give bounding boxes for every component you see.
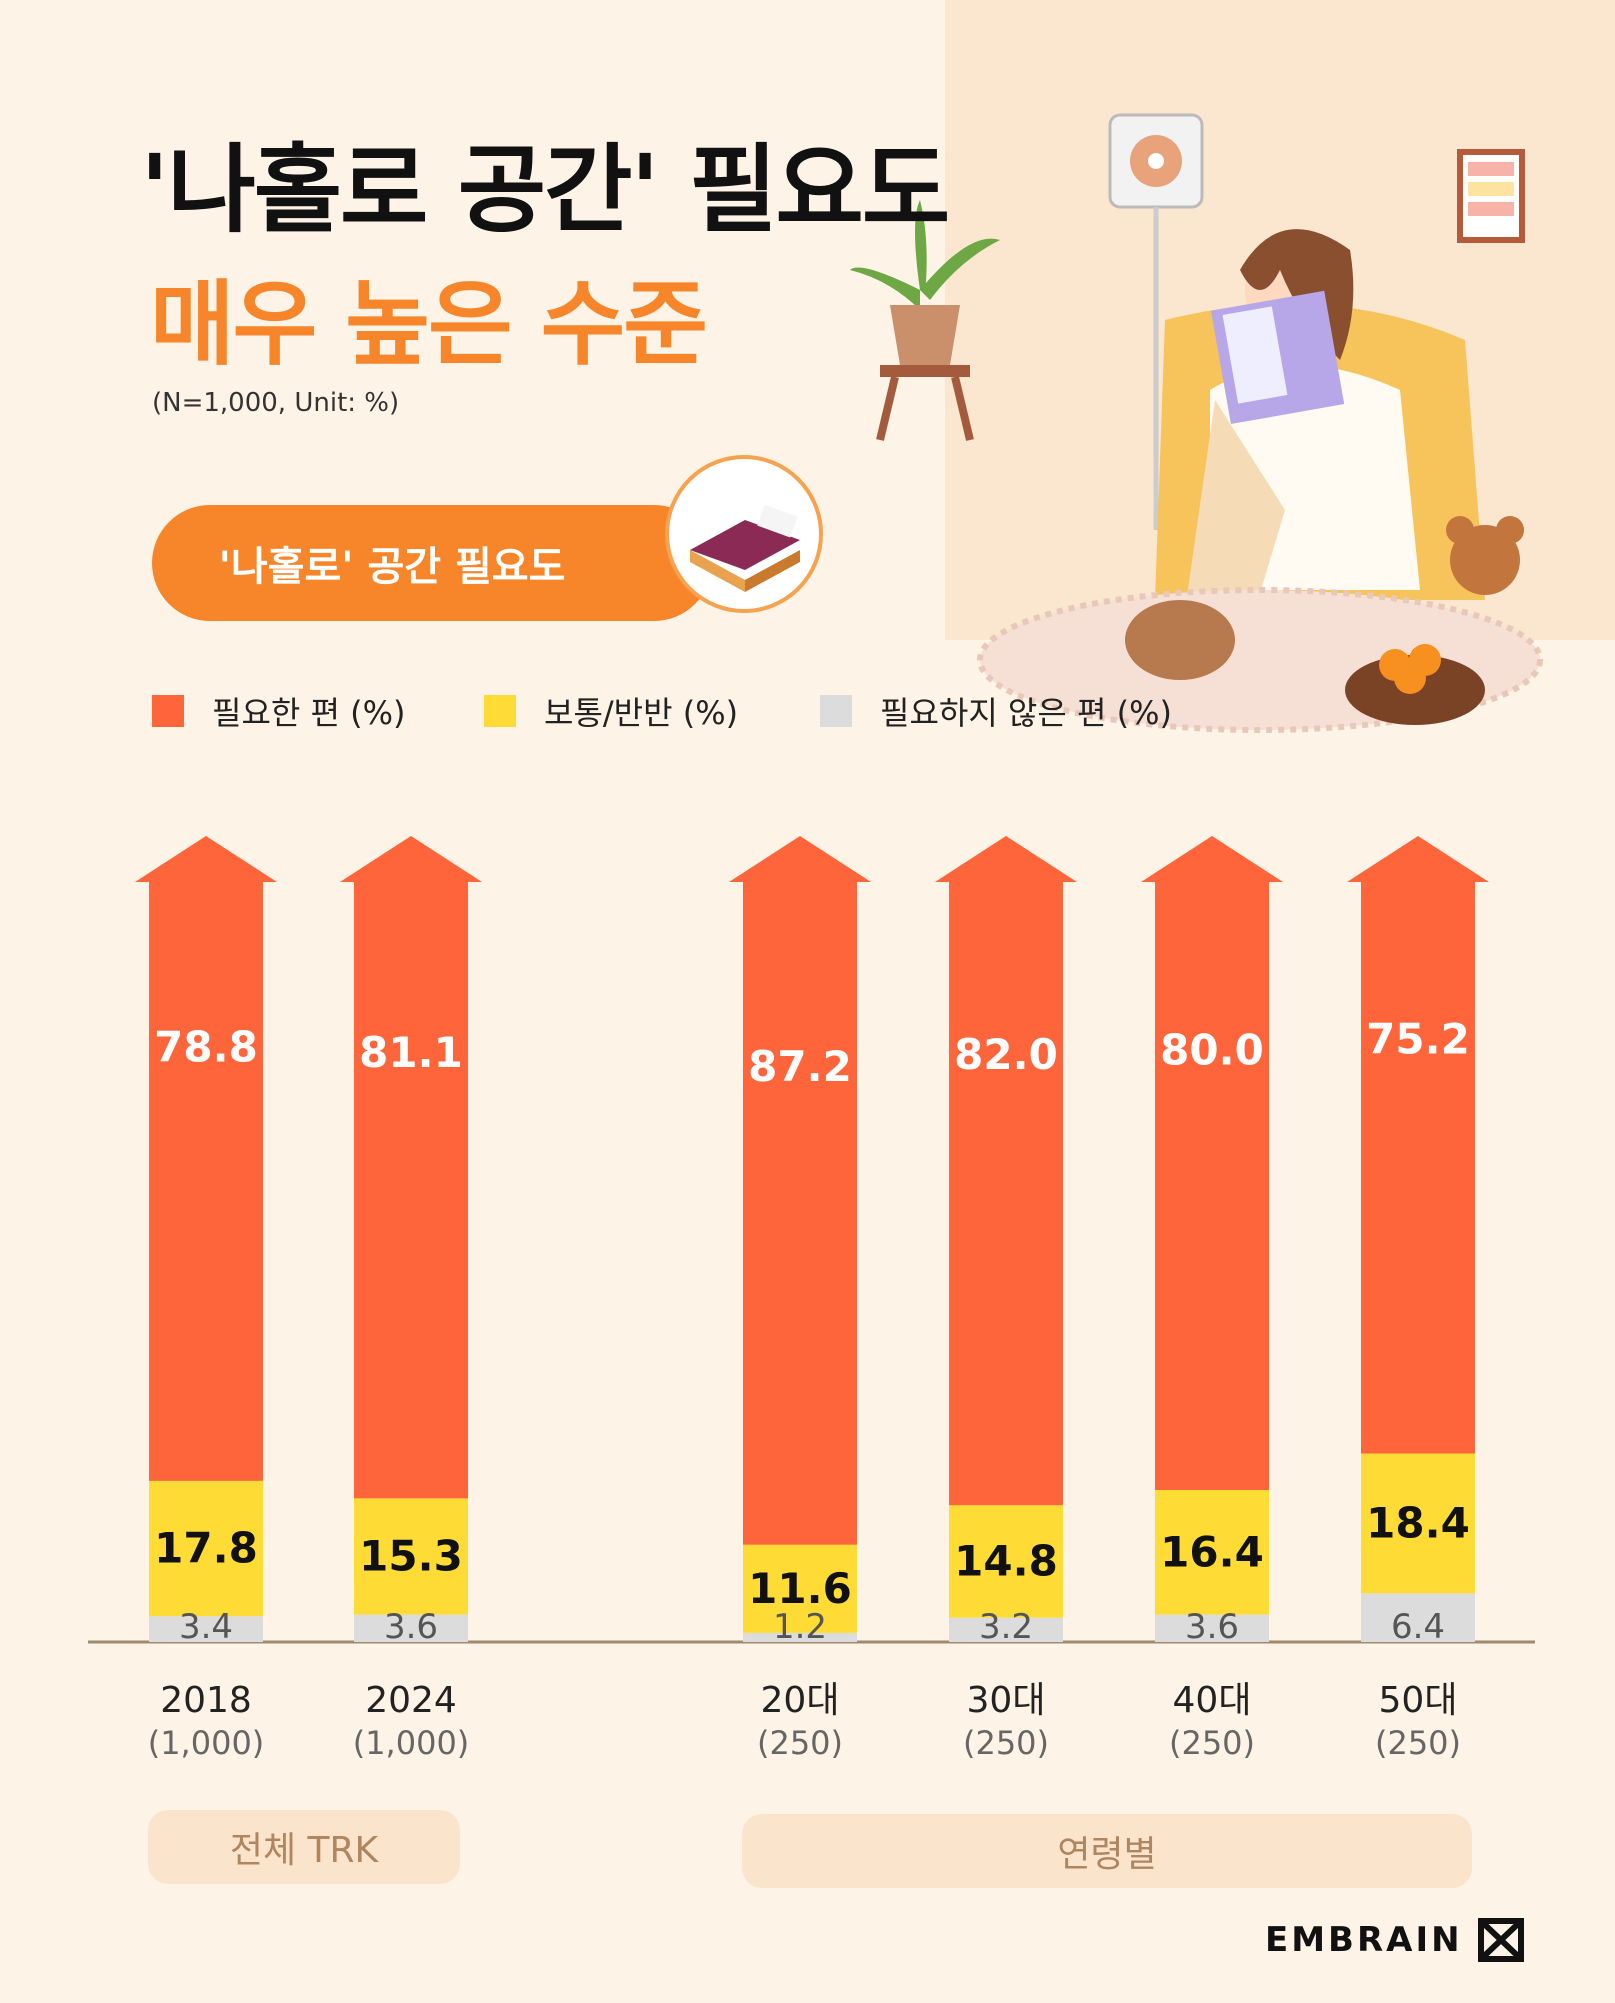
value-label: 17.8 [154,1524,258,1573]
illustration [850,113,1543,733]
category-label: 50대 [1379,1680,1458,1721]
group-label-total: 전체 TRK [148,1810,460,1884]
category-label: 30대 [967,1680,1046,1721]
value-label: 1.2 [773,1607,827,1647]
value-label: 3.6 [384,1607,438,1647]
value-label: 15.3 [359,1532,463,1581]
legend-item-needed: 필요한 편 (%) [152,688,405,734]
value-label: 81.1 [359,1028,463,1077]
section-pill: '나홀로' 공간 필요도 [152,505,712,621]
bar-segment [354,882,468,1499]
bar-arrow-head [1347,836,1489,882]
bar-segment [1155,1614,1269,1642]
legend-swatch [484,695,516,727]
bar-segment [1361,1453,1475,1594]
brand-logo-icon [1478,1918,1524,1962]
legend-swatch [820,695,852,727]
sample-note: (N=1,000, Unit: %) [152,388,400,418]
main-subtitle: 매우 높은 수준 [150,271,708,378]
bar-segment [1361,882,1475,1454]
value-label: 6.4 [1391,1607,1445,1647]
legend-label: 필요한 편 (%) [212,694,406,732]
category-sublabel: (1,000) [353,1724,470,1762]
legend-label: 보통/반반 (%) [544,694,739,732]
bar-segment [1155,1490,1269,1615]
legend-item-neutral: 보통/반반 (%) [484,688,738,734]
bar-segment [743,1632,857,1642]
bar-segment [354,1614,468,1642]
value-label: 75.2 [1366,1014,1470,1063]
category-label: 40대 [1173,1680,1252,1721]
value-label: 78.8 [154,1023,258,1072]
legend-item-not-needed: 필요하지 않은 편 (%) [820,688,1172,734]
bar-segment [949,1617,1063,1642]
plant-icon [850,200,1000,310]
group-label-age: 연령별 [742,1814,1472,1888]
bar-segment [1361,1593,1475,1642]
value-label: 80.0 [1160,1025,1264,1074]
category-sublabel: (1,000) [148,1724,265,1762]
value-label: 3.4 [179,1607,233,1647]
bar-segment [1155,882,1269,1490]
brand-logo-text: EMBRAIN [1265,1920,1463,1960]
category-label: 2018 [160,1680,252,1721]
category-sublabel: (250) [757,1724,843,1762]
value-label: 82.0 [954,1030,1058,1079]
value-label: 87.2 [748,1042,852,1091]
legend-swatch [152,695,184,727]
bar-segment [949,882,1063,1506]
legend-label: 필요하지 않은 편 (%) [880,694,1172,732]
category-label: 20대 [761,1680,840,1721]
main-title: '나홀로 공간' 필요도 [140,134,950,246]
value-label: 14.8 [954,1536,1058,1585]
bed-icon [665,455,823,613]
bar-segment [743,882,857,1545]
section-pill-label: '나홀로' 공간 필요도 [218,544,566,590]
value-label: 18.4 [1366,1498,1470,1547]
bar-arrow-head [935,836,1077,882]
value-label: 3.6 [1185,1607,1239,1647]
bar-segment [149,882,263,1481]
value-label: 16.4 [1160,1527,1264,1576]
category-sublabel: (250) [963,1724,1049,1762]
value-label: 3.2 [979,1607,1033,1647]
bar-segment [149,1480,263,1617]
category-sublabel: (250) [1375,1724,1461,1762]
bar-segment [743,1544,857,1633]
value-label: 11.6 [748,1564,852,1613]
bar-arrow-head [729,836,871,882]
category-label: 2024 [365,1680,457,1721]
bar-arrow-head [135,836,277,882]
bar-arrow-head [1141,836,1283,882]
bar-segment [149,1616,263,1642]
bar-segment [949,1505,1063,1618]
bar-arrow-head [340,836,482,882]
category-sublabel: (250) [1169,1724,1255,1762]
bar-segment [354,1498,468,1615]
